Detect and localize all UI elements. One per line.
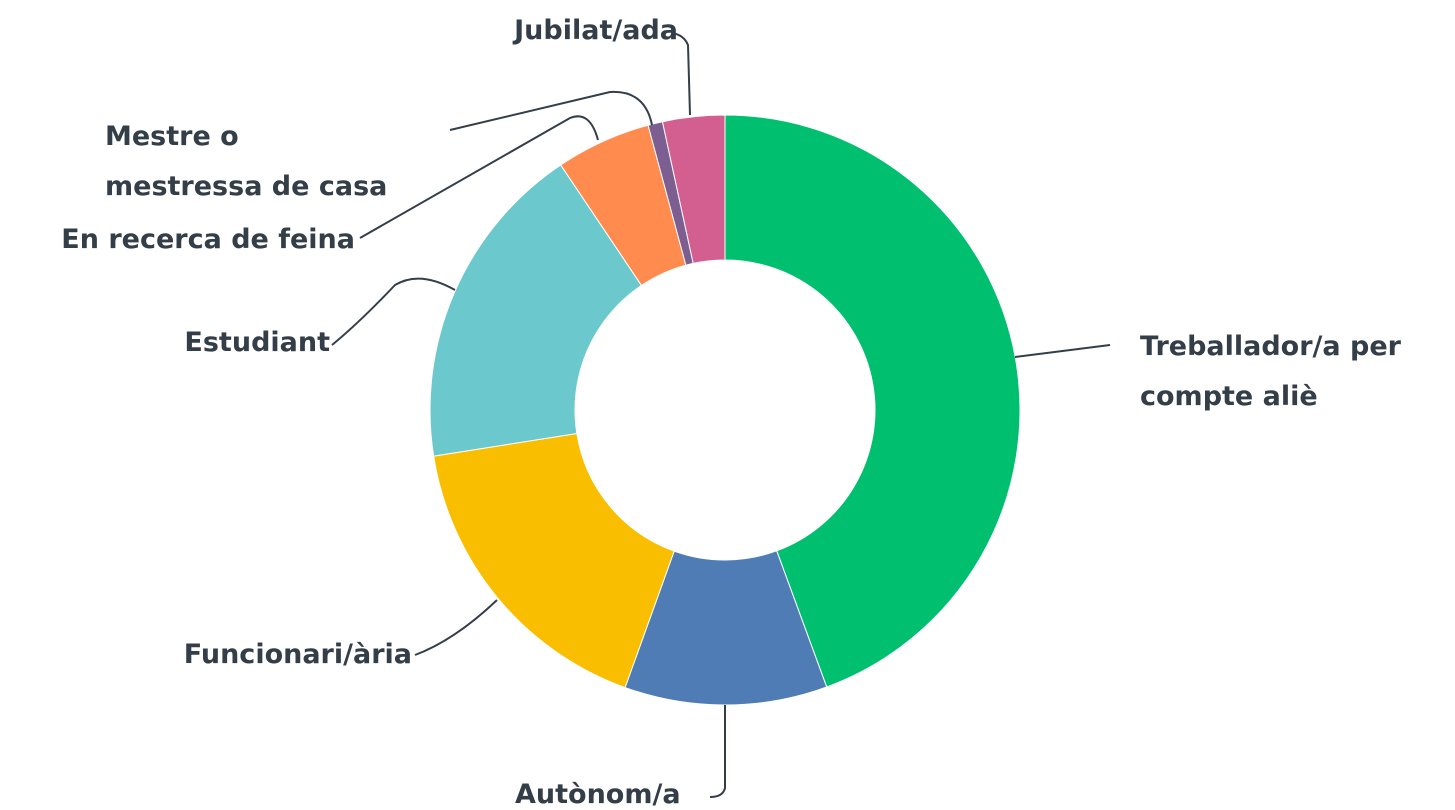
slice: [433, 432, 675, 689]
slice: [661, 114, 726, 265]
leader-lines: [331, 32, 1111, 798]
leader-line: [449, 90, 653, 131]
leader-line: [331, 277, 456, 346]
slice-label: Mestre o mestressa de casa: [105, 121, 388, 202]
slices: [429, 114, 1021, 706]
slice: [724, 114, 1021, 688]
slice: [429, 164, 643, 457]
leader-line: [414, 599, 498, 656]
slice-label: En recerca de feina: [61, 224, 355, 255]
slice-label: Estudiant: [184, 327, 330, 358]
leader-line: [709, 705, 726, 798]
leader-line: [1014, 344, 1111, 358]
slice-label: Funcionari/ària: [183, 639, 412, 670]
slice-label: Treballador/a per compte aliè: [1140, 331, 1401, 412]
slice-label: Autònom/a: [515, 779, 681, 810]
slice-label: Jubilat/ada: [514, 15, 678, 46]
leader-line: [671, 32, 691, 116]
leader-line: [359, 115, 599, 239]
